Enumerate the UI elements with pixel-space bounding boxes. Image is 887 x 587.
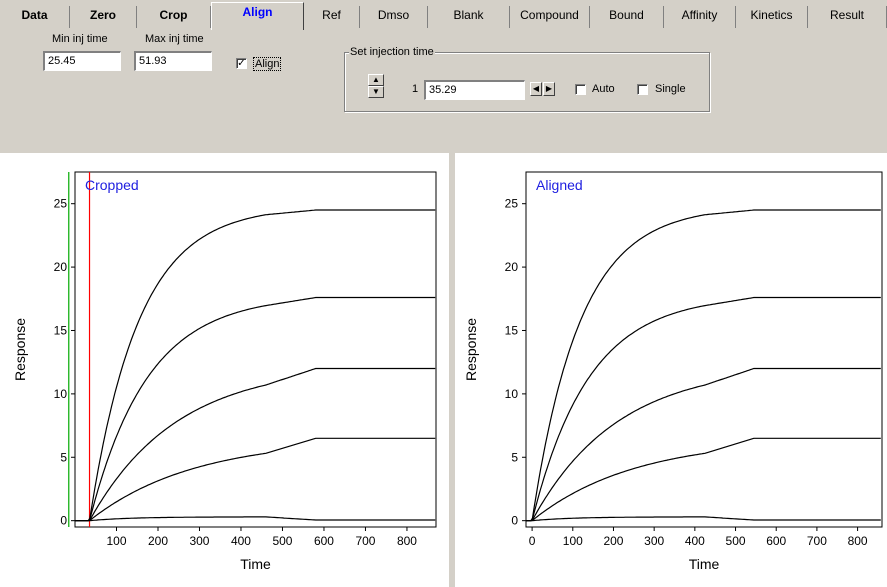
chart-splitter[interactable]: [449, 153, 455, 587]
set-injection-time-group: [344, 52, 710, 112]
x-tick-label: 0: [529, 534, 536, 548]
tab-zero[interactable]: Zero: [70, 6, 137, 28]
x-axis-label: Time: [240, 556, 271, 572]
x-tick-label: 500: [272, 534, 292, 548]
sensorgram-line: [75, 516, 436, 522]
x-tick-label: 800: [848, 534, 868, 548]
set-injection-time-label: Set injection time: [349, 46, 435, 58]
y-tick-label: 0: [511, 514, 518, 528]
auto-checkbox-label: Auto: [592, 83, 615, 95]
x-tick-label: 200: [603, 534, 623, 548]
tab-data[interactable]: Data: [0, 6, 70, 28]
chart-annotation: Cropped: [85, 177, 139, 193]
y-tick-label: 15: [54, 323, 68, 337]
x-tick-label: 100: [106, 534, 126, 548]
x-tick-label: 400: [685, 534, 705, 548]
chart-annotation: Aligned: [536, 177, 583, 193]
align-checkbox[interactable]: ✓: [236, 58, 247, 69]
y-tick-label: 10: [54, 387, 68, 401]
x-tick-label: 400: [231, 534, 251, 548]
sensorgram-line: [526, 516, 881, 522]
tab-result[interactable]: Result: [808, 6, 887, 28]
spin-up-button[interactable]: ▲: [368, 74, 384, 86]
panel-divider: [0, 147, 887, 153]
align-controls-panel: Min inj time 25.45 Max inj time 51.93 ✓ …: [0, 30, 887, 147]
x-tick-label: 300: [189, 534, 209, 548]
next-injection-button[interactable]: ▶: [543, 82, 555, 96]
x-tick-label: 700: [355, 534, 375, 548]
y-tick-label: 20: [505, 260, 519, 274]
y-axis-label: Response: [463, 318, 479, 381]
sensorgram-line: [526, 296, 881, 522]
tab-kinetics[interactable]: Kinetics: [736, 6, 808, 28]
max-inj-time-input[interactable]: 51.93: [134, 51, 212, 71]
x-tick-label: 800: [397, 534, 417, 548]
y-tick-label: 5: [511, 450, 518, 464]
sensorgram-line: [526, 367, 881, 522]
sensorgram-line: [75, 367, 436, 522]
tab-bound[interactable]: Bound: [590, 6, 664, 28]
single-checkbox-label: Single: [655, 83, 686, 95]
spin-down-button[interactable]: ▼: [368, 86, 384, 98]
tab-crop[interactable]: Crop: [137, 6, 211, 28]
x-tick-label: 200: [148, 534, 168, 548]
sensorgram-line: [75, 296, 436, 522]
plot-frame: [74, 171, 437, 528]
x-axis-label: Time: [689, 556, 720, 572]
single-checkbox[interactable]: [637, 84, 648, 95]
sensorgram-line: [75, 209, 436, 522]
max-inj-time-label: Max inj time: [145, 33, 204, 45]
x-tick-label: 700: [807, 534, 827, 548]
y-axis-label: Response: [12, 318, 28, 381]
min-inj-time-label: Min inj time: [52, 33, 108, 45]
injection-time-input[interactable]: 35.29: [424, 80, 525, 100]
auto-checkbox[interactable]: [575, 84, 586, 95]
x-tick-label: 600: [314, 534, 334, 548]
tab-compound[interactable]: Compound: [510, 6, 590, 28]
prev-injection-button[interactable]: ◀: [530, 82, 542, 96]
tab-affinity[interactable]: Affinity: [664, 6, 736, 28]
y-tick-label: 5: [60, 450, 67, 464]
y-tick-label: 20: [54, 260, 68, 274]
sensorgram-line: [526, 437, 881, 522]
sensorgram-line: [75, 437, 436, 522]
y-tick-label: 10: [505, 387, 519, 401]
y-tick-label: 15: [505, 323, 519, 337]
plot-frame: [525, 171, 883, 528]
aligned-chart: 0 5 10 15 20 25 0 100 200 300 400 500 600 700 800 Time R…: [463, 171, 883, 572]
x-tick-label: 600: [766, 534, 786, 548]
tab-ref[interactable]: Ref: [304, 6, 360, 28]
tab-blank[interactable]: Blank: [428, 6, 510, 28]
y-tick-label: 25: [505, 197, 519, 211]
sensorgram-line: [526, 209, 881, 522]
x-tick-label: 100: [563, 534, 583, 548]
y-tick-label: 25: [54, 197, 68, 211]
tab-bar: Data Zero Crop Align Ref Dmso Blank Compound Bou…: [0, 0, 887, 30]
x-tick-label: 500: [726, 534, 746, 548]
min-inj-time-input[interactable]: 25.45: [43, 51, 121, 71]
tab-dmso[interactable]: Dmso: [360, 6, 428, 28]
injection-index: 1: [412, 83, 419, 95]
y-tick-label: 0: [60, 514, 67, 528]
cropped-chart: 0 5 10 15 20 25 100 200 300 400 500 600 700 800 Time Re…: [12, 171, 437, 572]
tab-align[interactable]: Align: [211, 2, 304, 30]
x-tick-label: 300: [644, 534, 664, 548]
align-checkbox-label[interactable]: Align: [253, 57, 282, 71]
